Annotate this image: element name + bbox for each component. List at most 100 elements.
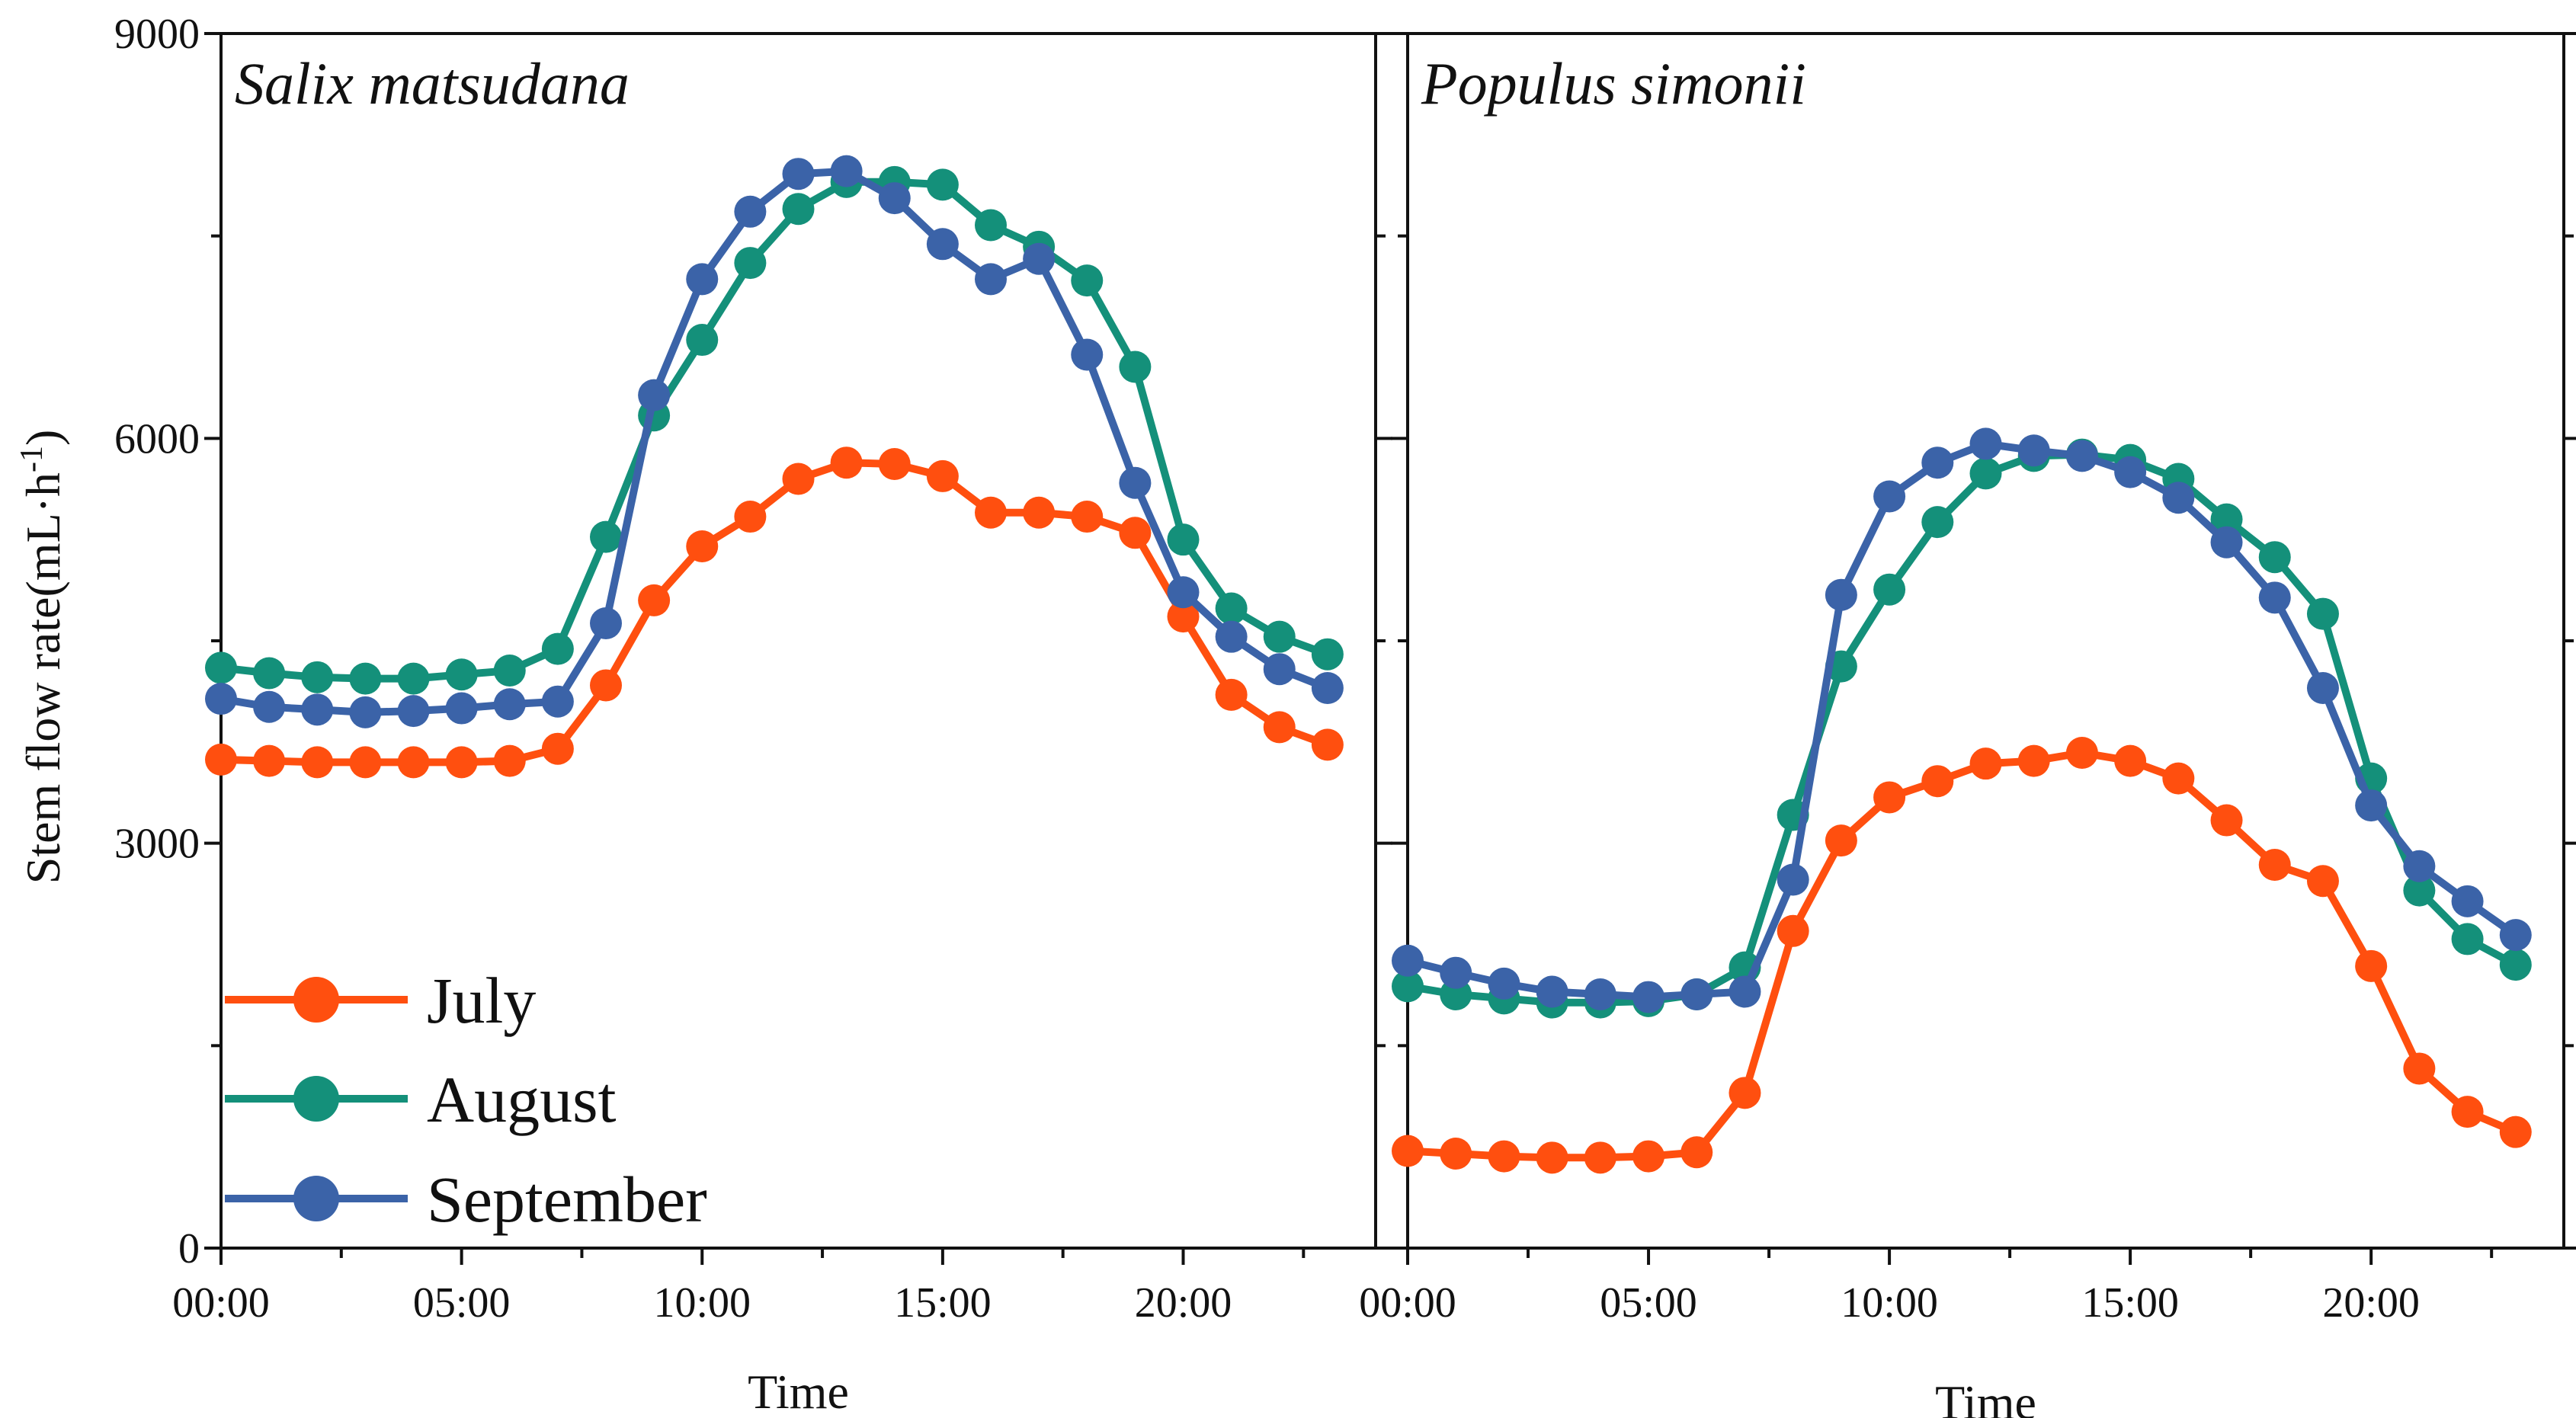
data-point [734, 195, 767, 228]
legend-item: July [225, 964, 536, 1037]
data-point [493, 654, 526, 687]
y-tick-label: 9000 [114, 11, 200, 58]
x-tick-label: 10:00 [653, 1279, 751, 1327]
series-line [1407, 749, 2517, 1162]
data-point [2258, 849, 2291, 882]
data-point [1873, 480, 1906, 513]
data-point [253, 744, 286, 777]
y-axis-title-close: ) [16, 430, 70, 446]
data-point [301, 693, 334, 726]
data-point [1119, 517, 1152, 549]
series-september [205, 155, 1344, 728]
data-point [541, 732, 574, 765]
data-point [205, 651, 237, 684]
legend-label: August [427, 1063, 617, 1136]
data-point [1119, 466, 1152, 499]
data-point [301, 661, 334, 693]
data-point [926, 228, 959, 261]
data-point [975, 209, 1007, 242]
data-point [253, 690, 286, 723]
data-point [205, 683, 237, 715]
data-point [1263, 620, 1296, 653]
data-point [2451, 1096, 2484, 1128]
data-point [1969, 457, 2002, 490]
data-point [1680, 978, 1713, 1011]
data-point [2258, 581, 2291, 614]
y-axis-title: Stem flow rate(mL·h-1) [14, 430, 70, 885]
data-point [926, 459, 959, 492]
data-point [590, 669, 622, 702]
data-point [1311, 638, 1344, 671]
data-point [205, 743, 237, 776]
data-point [686, 324, 719, 357]
data-point [975, 263, 1007, 296]
data-point [2499, 919, 2532, 952]
data-point [1729, 975, 1761, 1008]
series-july [1392, 737, 2532, 1174]
panel-title: Populus simonii [1421, 50, 1806, 117]
data-point [1921, 506, 1954, 539]
data-point [926, 168, 959, 201]
data-point [1440, 956, 1472, 989]
data-point [2355, 789, 2388, 822]
data-point [1584, 978, 1616, 1011]
data-point [1311, 671, 1344, 704]
data-point [686, 263, 719, 296]
data-point [1167, 523, 1200, 556]
data-point [1311, 728, 1344, 761]
data-point [1488, 1140, 1520, 1173]
data-point [1215, 620, 1248, 653]
data-point [1215, 678, 1248, 711]
data-point [1825, 824, 1857, 857]
series-september [1392, 427, 2532, 1013]
data-point [975, 496, 1007, 529]
series-line [220, 167, 1329, 716]
data-point [2499, 1116, 2532, 1148]
data-point [1071, 264, 1104, 297]
data-point [1632, 1140, 1665, 1173]
data-point [1119, 350, 1152, 383]
y-axis-title-superscript: -1 [14, 446, 50, 472]
data-point [2017, 434, 2050, 467]
data-point [1969, 747, 2002, 780]
legend-marker [293, 1076, 339, 1122]
data-point [349, 746, 382, 779]
data-point [493, 744, 526, 777]
series-august [205, 165, 1344, 695]
data-point [1536, 1141, 1568, 1174]
data-point [830, 155, 863, 187]
data-point [1167, 600, 1200, 633]
data-point [1215, 592, 1248, 625]
data-point [1440, 1138, 1472, 1170]
data-point [1729, 1077, 1761, 1109]
x-tick-label: 10:00 [1841, 1279, 1938, 1327]
series-line [1406, 440, 2518, 1001]
data-point [1777, 914, 1809, 947]
data-point [2403, 1052, 2436, 1085]
data-point [397, 662, 430, 695]
data-point [782, 158, 815, 190]
data-point [2306, 865, 2339, 898]
data-point [638, 379, 671, 411]
data-point [878, 182, 911, 215]
data-point [1023, 496, 1056, 529]
y-tick-label: 0 [178, 1225, 200, 1272]
data-point [2210, 503, 2243, 536]
x-tick-label: 20:00 [2322, 1279, 2420, 1327]
series-july [205, 447, 1344, 779]
data-point [2451, 923, 2484, 955]
data-point [2306, 597, 2339, 630]
data-point [2065, 440, 2098, 472]
data-point [349, 696, 382, 728]
data-point [397, 746, 430, 779]
y-tick-label: 6000 [114, 415, 200, 463]
data-point [1873, 573, 1906, 606]
data-point [397, 695, 430, 728]
data-point [1632, 981, 1665, 1013]
x-axis-title: Time [1935, 1375, 2036, 1418]
data-point [2210, 804, 2243, 837]
x-tick-label: 20:00 [1135, 1279, 1232, 1327]
data-point [590, 607, 622, 639]
legend-marker [293, 977, 339, 1023]
data-point [1263, 653, 1296, 686]
